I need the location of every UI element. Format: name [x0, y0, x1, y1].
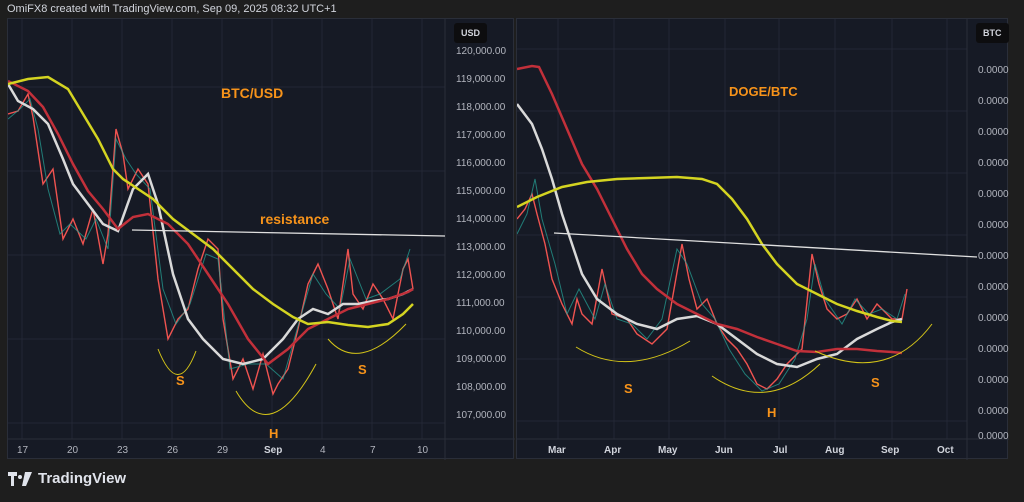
- x-tick: Mar: [548, 445, 566, 456]
- logo-text: TradingView: [38, 470, 127, 487]
- btc-usd-chart-panel[interactable]: USD BTC/USD resistance S H S 120,000.00 …: [7, 18, 515, 460]
- y-tick: 110,000.00: [456, 326, 506, 337]
- doge-btc-plot[interactable]: [517, 19, 1009, 460]
- right-shoulder-label: S: [871, 375, 880, 390]
- x-tick: Apr: [604, 445, 622, 456]
- left-shoulder-arc: [157, 348, 197, 375]
- tradingview-logo-icon: [8, 471, 32, 486]
- resistance-line: [553, 232, 978, 258]
- resistance-line: [131, 229, 446, 237]
- y-tick: 112,000.00: [456, 270, 506, 281]
- right-shoulder-arc: [814, 323, 933, 364]
- chart-title: BTC/USD: [221, 85, 284, 101]
- right-shoulder-arc: [327, 323, 407, 354]
- y-tick: 113,000.00: [456, 242, 506, 253]
- ma-red-line: [517, 64, 903, 355]
- x-tick: Oct: [937, 445, 954, 456]
- right-shoulder-label: S: [358, 362, 367, 377]
- y-tick: 111,000.00: [456, 298, 505, 309]
- y-tick: 118,000.00: [456, 102, 506, 113]
- x-tick: 17: [17, 445, 29, 456]
- y-tick: 117,000.00: [456, 130, 506, 141]
- y-tick: 107,000.00: [456, 410, 507, 421]
- btc-usd-plot[interactable]: [8, 19, 515, 460]
- y-tick: 0.0000: [978, 127, 1009, 138]
- x-tick: 10: [417, 445, 429, 456]
- y-tick: 0.0000: [978, 375, 1009, 386]
- y-tick: 119,000.00: [456, 74, 506, 85]
- x-tick: May: [658, 445, 678, 456]
- x-tick: Aug: [825, 445, 845, 456]
- y-tick: 0.0000: [978, 431, 1009, 442]
- y-tick: 109,000.00: [456, 354, 507, 365]
- x-tick: 29: [217, 445, 229, 456]
- x-tick: 20: [67, 445, 79, 456]
- chart-title: DOGE/BTC: [729, 84, 798, 99]
- y-tick: 0.0000: [978, 251, 1009, 262]
- x-tick: Sep: [881, 445, 900, 456]
- left-shoulder-arc: [575, 340, 691, 363]
- x-tick: Jul: [773, 445, 788, 456]
- y-tick: 0.0000: [978, 344, 1009, 355]
- y-tick: 0.0000: [978, 158, 1009, 169]
- y-tick: 0.0000: [978, 65, 1009, 76]
- y-tick: 120,000.00: [456, 46, 507, 57]
- y-tick: 115,000.00: [456, 186, 506, 197]
- head-arc: [235, 363, 317, 416]
- y-tick: 0.0000: [978, 313, 1009, 324]
- ma-white-line: [8, 83, 414, 366]
- head-label: H: [269, 426, 279, 441]
- y-tick: 0.0000: [978, 189, 1009, 200]
- left-shoulder-label: S: [624, 381, 633, 396]
- ma-yellow-line: [8, 75, 414, 329]
- x-tick: 26: [167, 445, 179, 456]
- y-tick: 108,000.00: [456, 382, 507, 393]
- resistance-label: resistance: [260, 211, 330, 227]
- head-arc: [711, 363, 821, 393]
- ma-white-line: [517, 103, 903, 369]
- y-tick: 0.0000: [978, 282, 1009, 293]
- y-tick: 116,000.00: [456, 158, 506, 169]
- x-tick: Jun: [715, 445, 733, 456]
- y-tick: 114,000.00: [456, 214, 506, 225]
- btc-price-line: [8, 92, 414, 397]
- currency-label[interactable]: USD: [454, 23, 488, 43]
- y-tick: 0.0000: [978, 406, 1009, 417]
- doge-btc-chart-panel[interactable]: BTC DOGE/BTC S H S 0.0000 0.0000 0.0000 …: [516, 18, 1009, 460]
- tradingview-logo[interactable]: TradingView: [8, 470, 126, 487]
- x-tick: 23: [117, 445, 129, 456]
- doge-price-line: [517, 191, 908, 390]
- y-tick: 0.0000: [978, 220, 1009, 231]
- currency-label[interactable]: BTC: [976, 23, 1009, 43]
- x-tick: 7: [370, 445, 376, 456]
- ma-yellow-line: [517, 175, 903, 324]
- y-tick: 0.0000: [978, 96, 1009, 107]
- left-shoulder-label: S: [176, 373, 185, 388]
- x-tick: 4: [320, 445, 326, 456]
- ma-red-line: [8, 79, 414, 366]
- chart-attribution: OmiFX8 created with TradingView.com, Sep…: [7, 3, 337, 15]
- x-tick: Sep: [264, 445, 283, 456]
- head-label: H: [767, 405, 777, 420]
